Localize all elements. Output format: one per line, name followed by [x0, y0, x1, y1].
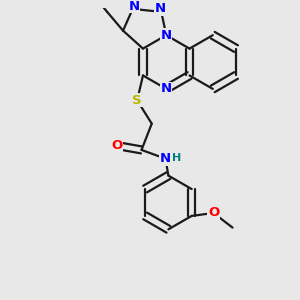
Text: N: N: [160, 152, 171, 165]
Text: N: N: [128, 0, 140, 13]
Text: H: H: [172, 153, 181, 163]
Text: N: N: [155, 2, 166, 15]
Text: N: N: [161, 29, 172, 42]
Text: S: S: [132, 94, 142, 107]
Text: O: O: [111, 139, 122, 152]
Text: N: N: [161, 82, 172, 95]
Text: O: O: [208, 206, 219, 220]
